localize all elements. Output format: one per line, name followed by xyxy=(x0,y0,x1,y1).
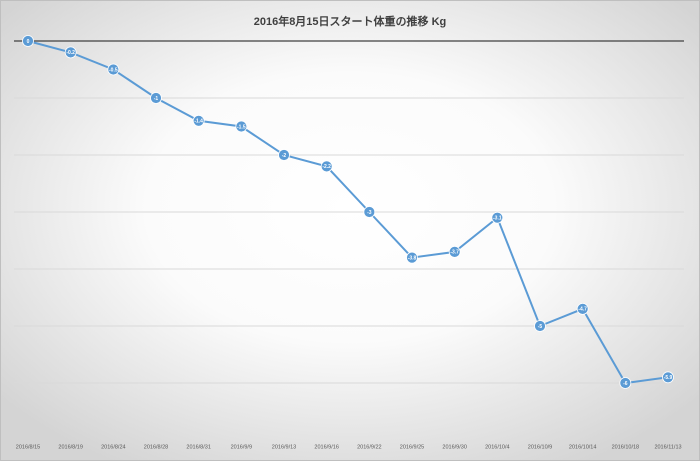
data-point xyxy=(619,377,632,389)
data-label: -4.7 xyxy=(578,307,587,313)
data-point xyxy=(534,320,546,332)
x-tick-label: 2016/11/13 xyxy=(654,444,681,450)
data-label: -1.5 xyxy=(237,124,246,130)
x-tick-label: 2016/9/16 xyxy=(314,444,338,450)
x-tick-label: 2016/10/9 xyxy=(528,444,552,450)
data-point xyxy=(150,92,162,104)
data-point xyxy=(192,114,205,127)
data-label: -0.2 xyxy=(66,50,75,56)
data-point xyxy=(235,120,248,133)
data-label: -3 xyxy=(367,210,372,216)
data-point xyxy=(491,211,504,224)
x-tick-label: 2016/9/25 xyxy=(400,444,424,450)
data-label: 0 xyxy=(27,39,30,45)
data-point xyxy=(662,371,674,384)
x-tick-label: 2016/9/22 xyxy=(357,444,381,450)
x-tick-label: 2016/8/24 xyxy=(101,444,125,450)
data-label: -3.1 xyxy=(493,216,502,222)
series-line xyxy=(27,40,669,385)
data-label: -1.4 xyxy=(194,119,203,125)
data-point xyxy=(320,160,333,173)
data-label: -5.9 xyxy=(664,375,673,381)
data-label: -3.7 xyxy=(450,250,459,256)
data-point xyxy=(22,35,34,47)
x-tick-label: 2016/9/13 xyxy=(272,444,296,450)
data-label: -2.2 xyxy=(322,164,331,170)
x-tick-label: 2016/8/28 xyxy=(144,444,168,450)
data-label: -0.5 xyxy=(109,67,118,73)
x-tick-label: 2016/9/30 xyxy=(442,444,466,450)
x-tick-label: 2016/10/18 xyxy=(612,444,640,450)
x-tick-label: 2016/8/15 xyxy=(16,444,40,450)
chart-title: 2016年8月15日スタート体重の推移 Kg xyxy=(254,14,447,28)
x-tick-label: 2016/8/19 xyxy=(58,444,82,450)
data-label: -2 xyxy=(282,153,287,159)
data-point xyxy=(406,251,418,264)
data-point xyxy=(107,63,120,76)
data-label: -1 xyxy=(154,96,159,102)
data-point xyxy=(278,149,290,161)
data-point xyxy=(363,206,376,218)
x-tick-label: 2016/10/14 xyxy=(569,444,597,450)
x-tick-label: 2016/10/4 xyxy=(485,444,509,450)
data-point xyxy=(64,46,77,59)
data-label: -5 xyxy=(538,324,543,330)
data-point xyxy=(576,302,589,315)
data-label: -3.8 xyxy=(408,255,417,261)
data-point xyxy=(448,245,461,258)
x-tick-label: 2016/9/9 xyxy=(231,444,252,450)
data-label: -6 xyxy=(623,381,628,387)
x-tick-label: 2016/8/31 xyxy=(186,444,210,450)
